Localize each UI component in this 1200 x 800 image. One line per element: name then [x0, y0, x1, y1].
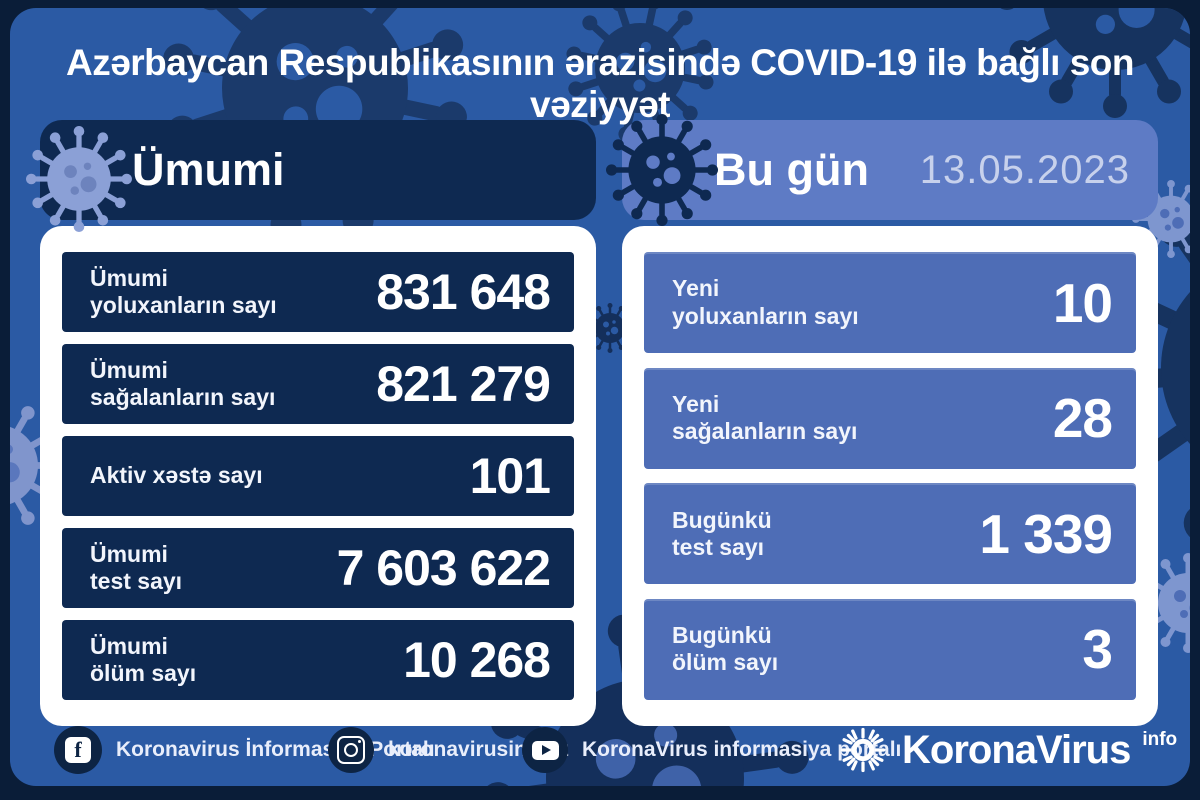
- stat-label: Ümumi yoluxanların sayı: [90, 264, 277, 318]
- stat-label: Ümumi test sayı: [90, 540, 183, 594]
- background: Azərbaycan Respublikasının ərazisində CO…: [10, 8, 1190, 786]
- totals-header-label: Ümumi: [132, 144, 285, 195]
- today-card: Yeni yoluxanların sayı 10 Yeni sağalanları…: [622, 226, 1158, 726]
- today-panel: Bu gün 13.05.2023 Yeni yoluxanların sayı …: [622, 120, 1158, 726]
- stat-row-today-tests: Bugünkü test sayı 1 339: [644, 483, 1136, 585]
- stat-row-total-deaths: Ümumi ölüm sayı 10 268: [62, 620, 574, 700]
- stat-label: Yeni sağalanların sayı: [672, 391, 858, 445]
- koronavirus-logo: KoronaVirus info: [836, 720, 1177, 780]
- report-date: 13.05.2023: [919, 147, 1130, 192]
- stat-value: 28: [1052, 387, 1113, 450]
- stat-row-total-recovered: Ümumi sağalanların sayı 821 279: [62, 344, 574, 424]
- totals-card: Ümumi yoluxanların sayı 831 648 Ümumi sağa…: [40, 226, 596, 726]
- today-header-label: Bu gün: [714, 144, 869, 195]
- stat-value: 3: [1082, 618, 1113, 681]
- stat-row-new-recovered: Yeni sağalanların sayı 28: [644, 367, 1136, 469]
- logo-superscript: info: [1142, 729, 1178, 750]
- stat-row-active-cases: Aktiv xəstə sayı 101: [62, 436, 574, 516]
- stat-label: Ümumi ölüm sayı: [90, 632, 197, 686]
- page-title: Azərbaycan Respublikasının ərazisində CO…: [65, 42, 1135, 125]
- youtube-icon[interactable]: [522, 727, 568, 773]
- logo-text: KoronaVirus: [902, 728, 1131, 772]
- stat-label: Aktiv xəstə sayı: [90, 462, 263, 489]
- footer: f Koronavirus İnformasiya Portalı korona…: [10, 720, 1190, 780]
- stat-label: Yeni yoluxanların sayı: [672, 275, 859, 329]
- facebook-icon[interactable]: f: [54, 726, 102, 774]
- stat-row-today-deaths: Bugünkü ölüm sayı 3: [644, 598, 1136, 700]
- stat-value: 10 268: [403, 632, 551, 688]
- stat-label: Ümumi sağalanların sayı: [90, 356, 276, 410]
- stat-value: 821 279: [376, 356, 551, 412]
- stat-value: 831 648: [376, 264, 551, 320]
- totals-panel-header: Ümumi: [40, 120, 596, 220]
- stat-row-new-infected: Yeni yoluxanların sayı 10: [644, 252, 1136, 353]
- instagram-icon[interactable]: [328, 727, 374, 773]
- virus-logo-icon: [836, 723, 890, 777]
- stat-value: 10: [1052, 271, 1113, 334]
- today-panel-header: Bu gün 13.05.2023: [622, 120, 1158, 220]
- totals-panel: Ümumi Ümumi yoluxanların sayı 831 648 Ümu…: [40, 120, 596, 726]
- virus-icon: [606, 114, 718, 226]
- stat-label: Bugünkü test sayı: [672, 506, 772, 560]
- stat-value: 1 339: [979, 502, 1113, 565]
- stat-value: 101: [469, 448, 551, 504]
- stat-row-total-infected: Ümumi yoluxanların sayı 831 648: [62, 252, 574, 332]
- stat-row-total-tests: Ümumi test sayı 7 603 622: [62, 528, 574, 608]
- virus-icon: [26, 126, 132, 232]
- stat-label: Bugünkü ölüm sayı: [672, 622, 779, 676]
- stat-value: 7 603 622: [336, 540, 551, 596]
